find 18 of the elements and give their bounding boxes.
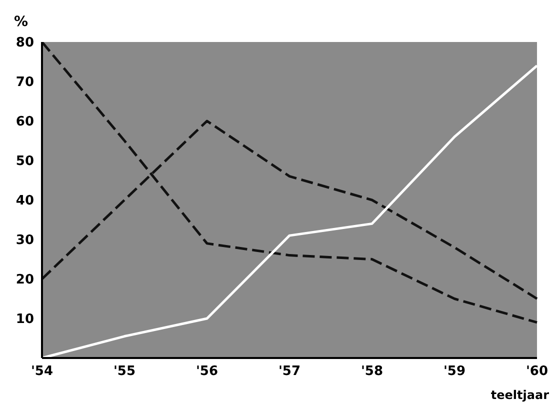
x-axis-title: teeltjaar: [490, 388, 549, 402]
x-tick-label: '59: [443, 364, 466, 380]
y-tick-label: 80: [16, 36, 34, 51]
y-axis-title: %: [14, 14, 28, 30]
y-tick-label: 20: [16, 272, 34, 288]
x-tick-label: '54: [30, 364, 54, 380]
x-tick-label: '55: [113, 364, 136, 380]
x-tick-label: '56: [196, 364, 218, 380]
y-tick-label: 30: [16, 233, 34, 248]
x-tick-label: '58: [360, 364, 384, 380]
y-tick-label: 10: [16, 312, 34, 328]
x-tick-label: '57: [278, 364, 301, 380]
y-tick-label: 50: [16, 154, 34, 170]
y-tick-label: 40: [16, 194, 34, 209]
y-tick-label: 70: [16, 75, 34, 90]
x-tick-label: '60: [526, 364, 548, 380]
y-tick-label: 60: [16, 114, 34, 130]
line-series: [40, 42, 538, 324]
